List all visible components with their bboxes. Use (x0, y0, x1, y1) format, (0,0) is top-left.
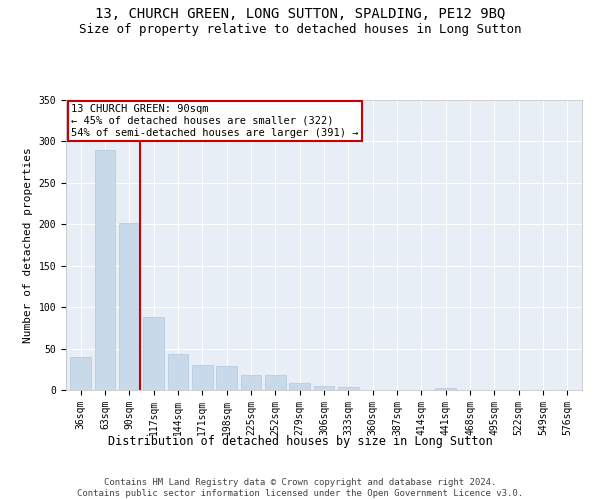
Text: 13, CHURCH GREEN, LONG SUTTON, SPALDING, PE12 9BQ: 13, CHURCH GREEN, LONG SUTTON, SPALDING,… (95, 8, 505, 22)
Bar (289, 384, 310, 390)
Bar (338, 386, 359, 390)
Text: Distribution of detached houses by size in Long Sutton: Distribution of detached houses by size … (107, 435, 493, 448)
Bar (167, 354, 188, 390)
Bar (95, 150, 115, 390)
Bar (436, 388, 456, 390)
Text: Contains HM Land Registry data © Crown copyright and database right 2024.
Contai: Contains HM Land Registry data © Crown c… (77, 478, 523, 498)
Bar (70, 357, 91, 390)
Y-axis label: Number of detached properties: Number of detached properties (23, 147, 33, 343)
Bar (265, 375, 286, 390)
Text: Size of property relative to detached houses in Long Sutton: Size of property relative to detached ho… (79, 22, 521, 36)
Bar (314, 386, 334, 390)
Bar (241, 375, 262, 390)
Bar (192, 365, 212, 390)
Text: 13 CHURCH GREEN: 90sqm
← 45% of detached houses are smaller (322)
54% of semi-de: 13 CHURCH GREEN: 90sqm ← 45% of detached… (71, 104, 359, 138)
Bar (216, 366, 237, 390)
Bar (119, 222, 140, 390)
Bar (143, 317, 164, 390)
